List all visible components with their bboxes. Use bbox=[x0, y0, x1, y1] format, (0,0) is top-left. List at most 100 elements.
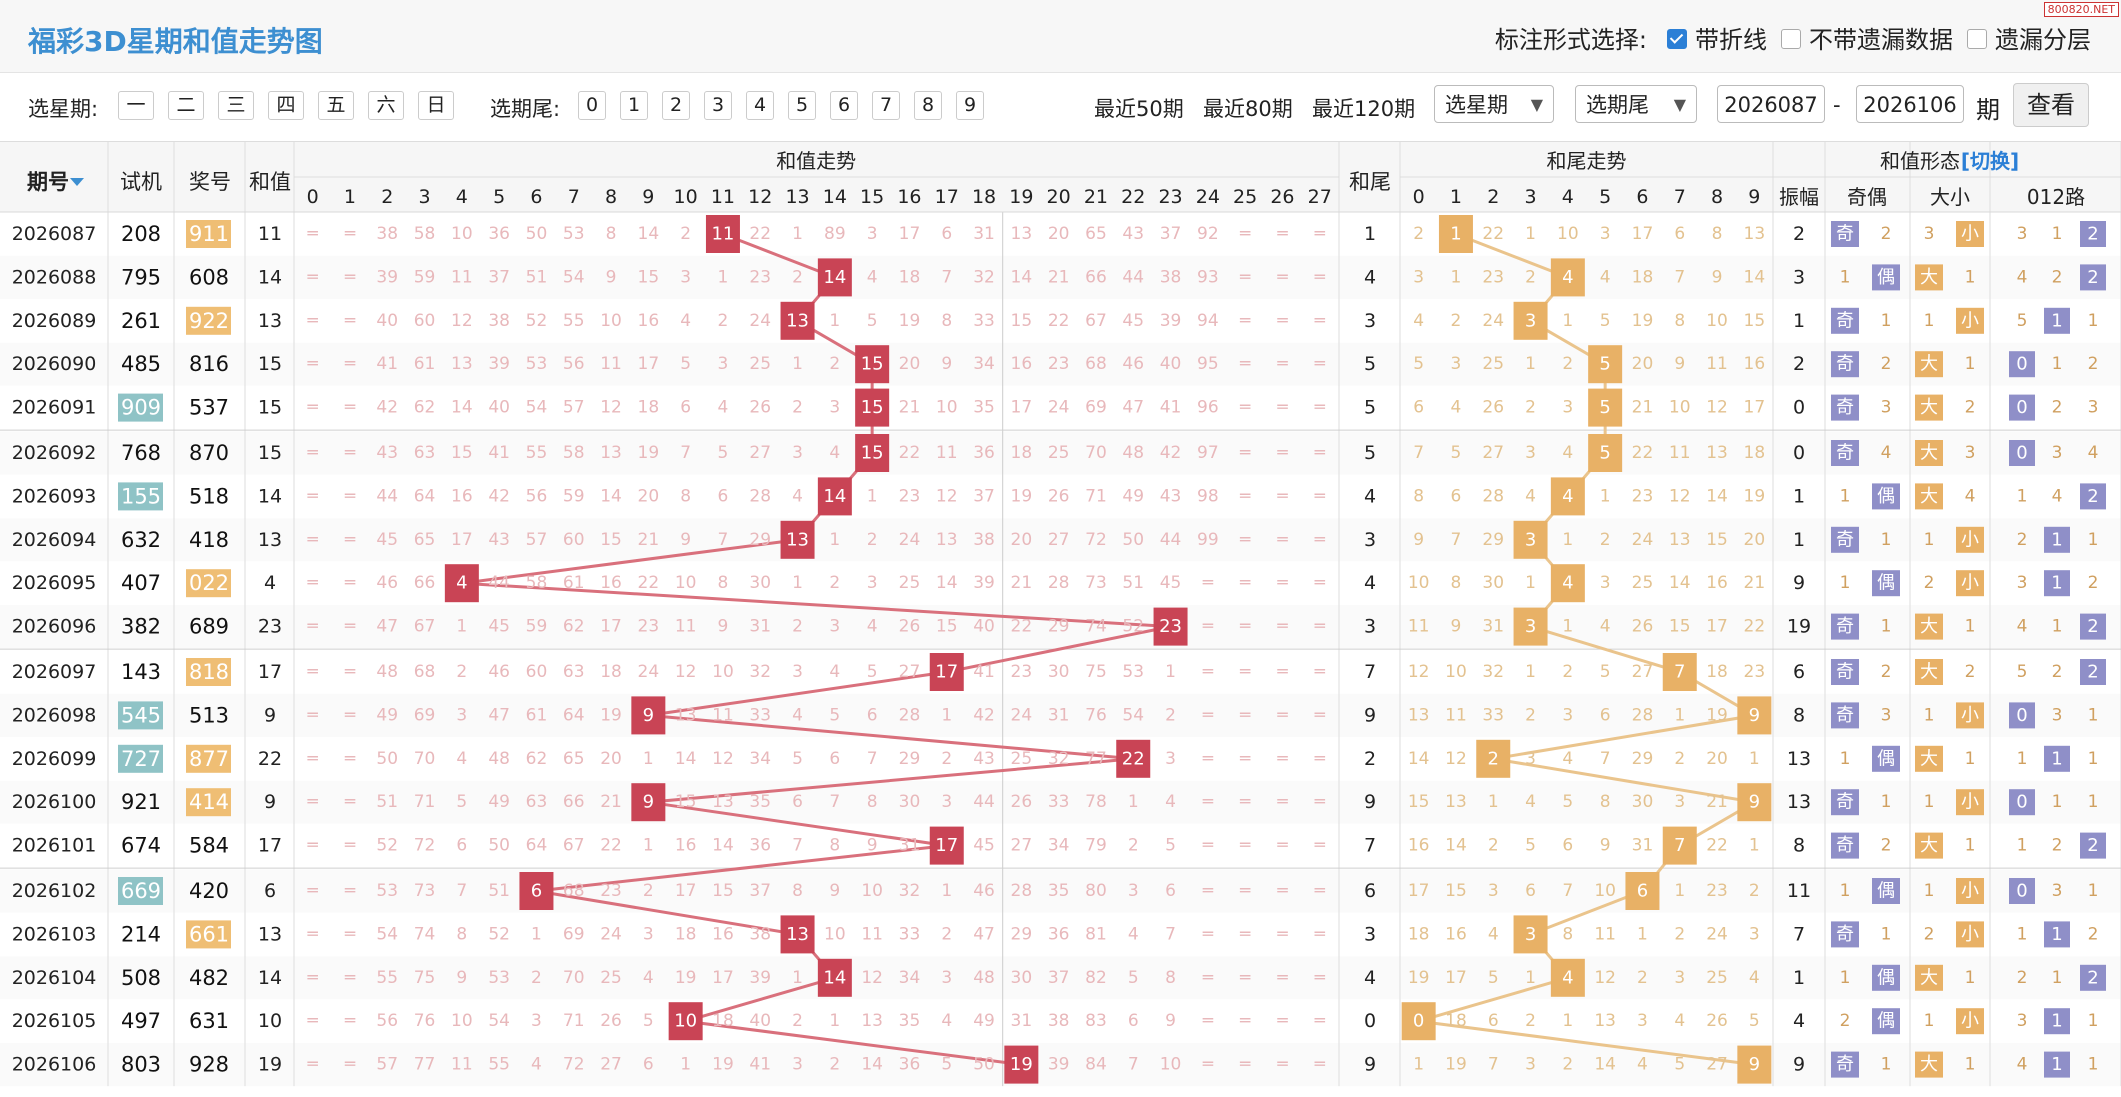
sum-miss-value: 3 bbox=[1128, 881, 1139, 901]
tail-button-0[interactable]: 0 bbox=[578, 91, 606, 120]
tail-miss-value: 9 bbox=[1712, 267, 1723, 287]
sum-miss-value: 10 bbox=[451, 1011, 473, 1031]
sum-miss-value: 22 bbox=[1048, 311, 1070, 331]
query-button[interactable]: 查看 bbox=[2013, 83, 2089, 127]
tail-miss-value: 13 bbox=[1706, 443, 1728, 463]
amp-cell: 9 bbox=[1793, 572, 1805, 594]
road-012-mark bbox=[2044, 307, 2070, 334]
tail-mark bbox=[1550, 564, 1585, 603]
weekday-button-mon[interactable]: 一 bbox=[118, 91, 154, 120]
sum-miss-value: 7 bbox=[829, 792, 840, 812]
polyline-checkbox[interactable] bbox=[1667, 28, 1687, 49]
amp-cell: 11 bbox=[1787, 880, 1811, 902]
odd-even-mark bbox=[1872, 878, 1900, 904]
weekday-button-tue[interactable]: 二 bbox=[168, 91, 204, 120]
odd-even-label: 奇 bbox=[1836, 397, 1854, 418]
weekday-button-thu[interactable]: 四 bbox=[268, 91, 304, 120]
odd-even-label: 奇 bbox=[1836, 835, 1854, 856]
sum-miss-value: 27 bbox=[1011, 836, 1033, 856]
tail-button-2[interactable]: 2 bbox=[662, 91, 690, 120]
tail-miss-value: 5 bbox=[1674, 1055, 1685, 1075]
amp-cell: 19 bbox=[1787, 616, 1811, 638]
sum-mark-label: 15 bbox=[861, 443, 884, 464]
recent-80-link[interactable]: 最近80期 bbox=[1203, 97, 1293, 121]
sum-miss-value: 44 bbox=[973, 792, 995, 812]
sum-miss-value: ═ bbox=[1202, 1055, 1214, 1075]
from-issue-input[interactable]: 2026087 bbox=[1717, 85, 1825, 123]
big-small-label: 小 bbox=[1961, 1011, 1979, 1032]
to-issue-input[interactable]: 2026106 bbox=[1856, 85, 1964, 123]
sum-miss-value: 47 bbox=[973, 924, 995, 944]
tail-button-9[interactable]: 9 bbox=[956, 91, 984, 120]
issue-cell: 2026088 bbox=[12, 266, 97, 288]
tail-miss-value: 1 bbox=[1562, 617, 1573, 637]
big-small-miss: 2 bbox=[1965, 662, 1976, 682]
recent-120-link[interactable]: 最近120期 bbox=[1312, 97, 1416, 121]
odd-even-label: 偶 bbox=[1877, 748, 1895, 769]
road-012-label: 1 bbox=[2051, 573, 2062, 594]
sum-miss-value: ═ bbox=[1314, 1011, 1326, 1031]
odd-even-mark bbox=[1831, 613, 1859, 640]
sum-miss-value: ═ bbox=[1314, 573, 1326, 593]
tail-miss-value: 2 bbox=[1562, 1055, 1573, 1075]
tail-button-1[interactable]: 1 bbox=[620, 91, 648, 120]
tail-select[interactable]: 选期尾 ▼ bbox=[1575, 85, 1697, 123]
road-012-miss: 4 bbox=[2017, 267, 2028, 287]
big-small-miss: 4 bbox=[1965, 486, 1976, 506]
sum-miss-value: ═ bbox=[1239, 1011, 1251, 1031]
tail-miss-value: 4 bbox=[1562, 749, 1573, 769]
tail-button-8[interactable]: 8 bbox=[914, 91, 942, 120]
weekday-select[interactable]: 选星期 ▼ bbox=[1434, 85, 1554, 123]
miss-layer-checkbox[interactable] bbox=[1967, 28, 1987, 49]
tail-miss-value: 15 bbox=[1706, 530, 1728, 550]
sum-miss-value: 22 bbox=[899, 443, 921, 463]
tail-button-5[interactable]: 5 bbox=[788, 91, 816, 120]
sum-mark-label: 22 bbox=[1122, 748, 1145, 769]
sum-miss-value: 31 bbox=[1048, 705, 1070, 725]
tail-miss-value: 14 bbox=[1408, 749, 1430, 769]
amp-cell: 7 bbox=[1793, 923, 1805, 945]
miss-layer-option-label[interactable]: 遗漏分层 bbox=[1995, 26, 2091, 54]
sum-miss-value: 56 bbox=[526, 486, 548, 506]
sum-miss-value: 65 bbox=[563, 749, 585, 769]
sum-miss-value: 37 bbox=[1160, 224, 1182, 244]
tail-mark bbox=[1513, 915, 1548, 954]
sum-miss-value: ═ bbox=[344, 311, 356, 331]
amp-cell: 8 bbox=[1793, 704, 1805, 726]
sum-miss-value: 26 bbox=[1048, 486, 1070, 506]
sum-miss-value: 20 bbox=[1011, 530, 1033, 550]
tail-button-4[interactable]: 4 bbox=[746, 91, 774, 120]
weekday-button-wed[interactable]: 三 bbox=[218, 91, 254, 120]
tail-miss-value: 14 bbox=[1594, 1055, 1616, 1075]
draw-cell: 922 bbox=[189, 309, 229, 333]
tail-button-6[interactable]: 6 bbox=[830, 91, 858, 120]
row-band bbox=[0, 518, 2121, 562]
tail-miss-value: 20 bbox=[1632, 354, 1654, 374]
test-highlight bbox=[118, 744, 163, 773]
sum-miss-value: 60 bbox=[526, 662, 548, 682]
sum-miss-value: 22 bbox=[1011, 617, 1033, 637]
tail-miss-value: 7 bbox=[1451, 530, 1462, 550]
sum-miss-value: 63 bbox=[563, 662, 585, 682]
weekday-button-sat[interactable]: 六 bbox=[368, 91, 404, 120]
issue-cell: 2026097 bbox=[12, 661, 97, 683]
sum-miss-value: 2 bbox=[829, 354, 840, 374]
tail-button-3[interactable]: 3 bbox=[704, 91, 732, 120]
tail-mark-label: 3 bbox=[1525, 924, 1536, 945]
tail-miss-value: 4 bbox=[1674, 1011, 1685, 1031]
weekday-button-sun[interactable]: 日 bbox=[418, 91, 454, 120]
tail-mark bbox=[1662, 653, 1697, 691]
no-miss-option-label[interactable]: 不带遗漏数据 bbox=[1809, 26, 1953, 54]
test-cell: 143 bbox=[121, 660, 161, 684]
polyline-option-label[interactable]: 带折线 bbox=[1695, 26, 1767, 54]
tail-button-7[interactable]: 7 bbox=[872, 91, 900, 120]
test-cell: 795 bbox=[121, 265, 161, 289]
tail-miss-value: 8 bbox=[1562, 924, 1573, 944]
no-miss-checkbox[interactable] bbox=[1781, 28, 1801, 49]
weekday-button-fri[interactable]: 五 bbox=[318, 91, 354, 120]
sum-miss-value: 22 bbox=[600, 836, 622, 856]
tail-col-label: 5 bbox=[1599, 186, 1611, 208]
tail-col-label: 8 bbox=[1711, 186, 1723, 208]
sum-miss-value: 45 bbox=[1122, 311, 1144, 331]
recent-50-link[interactable]: 最近50期 bbox=[1094, 97, 1184, 121]
